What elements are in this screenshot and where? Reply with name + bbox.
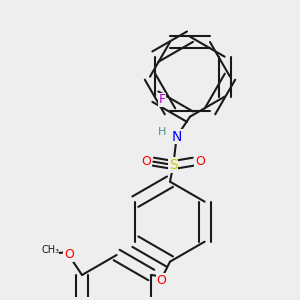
Text: F: F xyxy=(158,94,166,106)
Text: N: N xyxy=(172,130,182,144)
Text: S: S xyxy=(169,158,178,172)
Text: O: O xyxy=(195,155,205,168)
Text: CH₃: CH₃ xyxy=(41,245,59,255)
Text: O: O xyxy=(157,274,166,286)
Text: H: H xyxy=(158,127,166,137)
Text: O: O xyxy=(142,155,152,168)
Text: O: O xyxy=(64,248,74,262)
